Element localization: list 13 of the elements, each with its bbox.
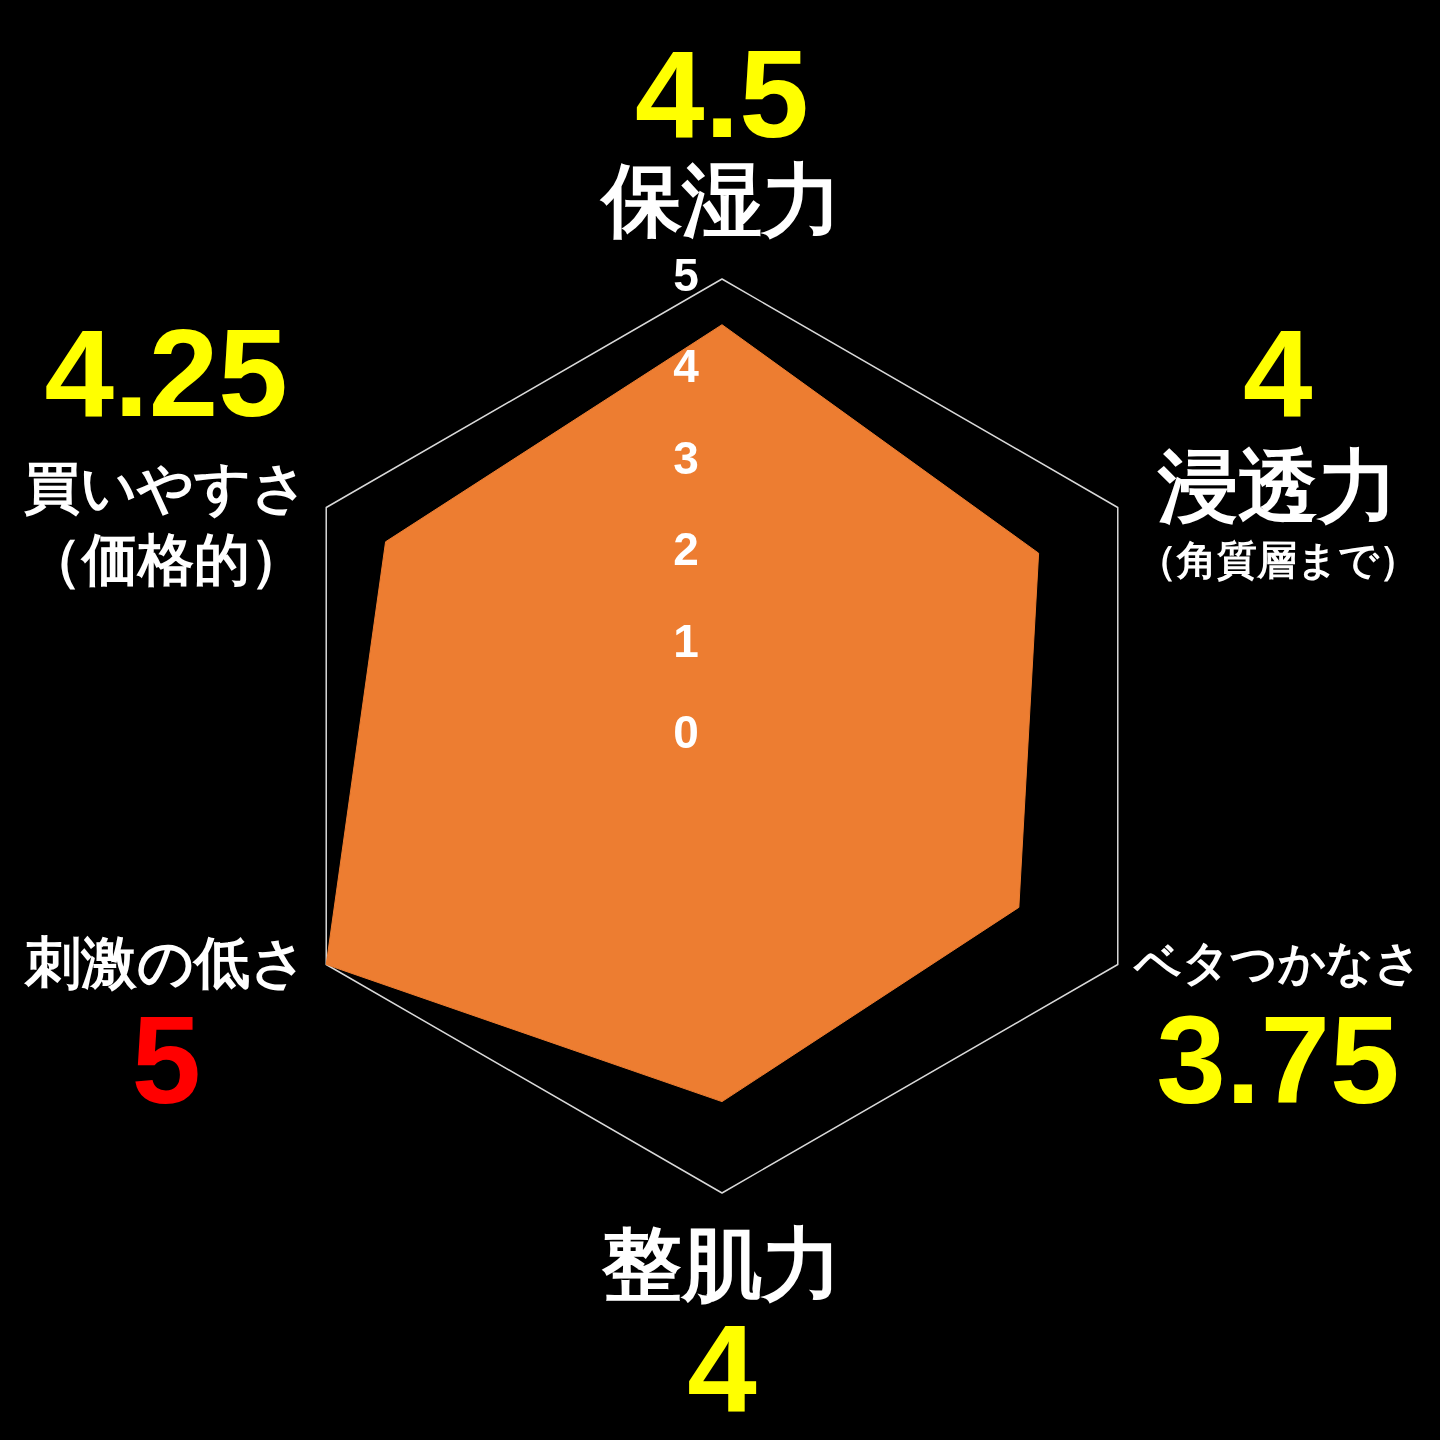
y-tick-label: 4 [673, 340, 700, 393]
spoke-label: ベタつかなさ [1132, 935, 1422, 990]
spoke-label: 保湿力 [599, 154, 842, 247]
spoke-label: 浸透力（角質層まで） [1136, 439, 1419, 583]
data-label: 3.75 [1156, 989, 1400, 1129]
data-label: 4 [1243, 302, 1313, 442]
spoke-label: 買いやすさ（価格的） [24, 454, 309, 592]
y-tick-label: 3 [673, 431, 699, 484]
y-tick-label: 1 [673, 614, 699, 667]
data-label: 4.25 [44, 302, 288, 442]
y-tick-label: 2 [673, 523, 699, 576]
y-tick-label: 5 [673, 249, 699, 301]
y-tick-label: 0 [673, 706, 699, 758]
